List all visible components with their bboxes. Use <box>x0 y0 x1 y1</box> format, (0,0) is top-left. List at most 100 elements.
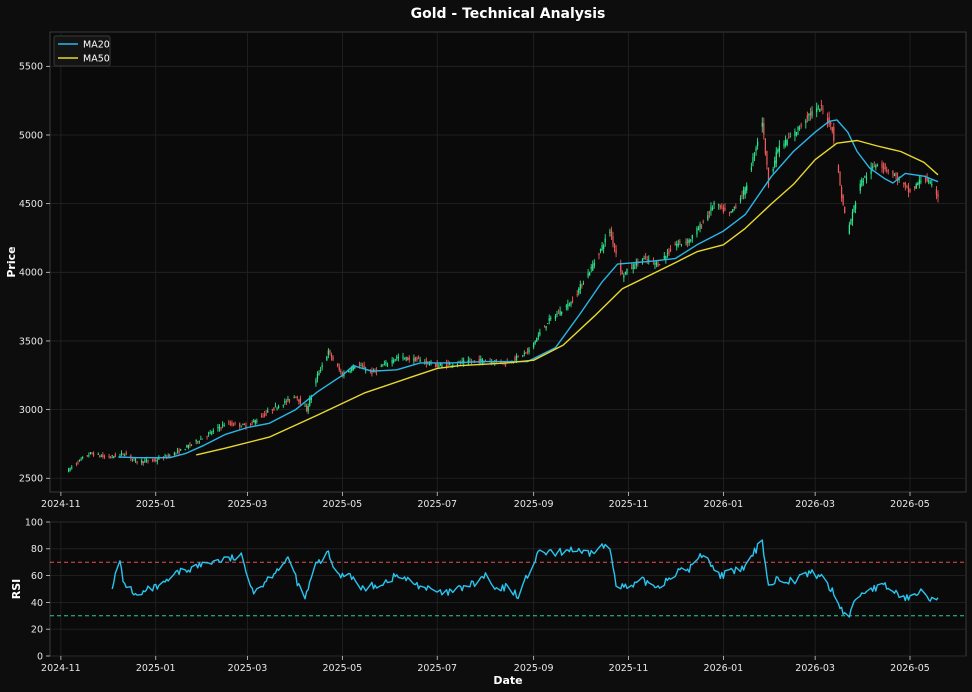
x-tick-label: 2025-07 <box>417 663 457 674</box>
candle-body <box>592 264 594 271</box>
candle-body <box>820 105 822 106</box>
candle-body <box>548 318 550 321</box>
candle-body <box>190 444 193 446</box>
price-panel <box>49 31 967 493</box>
candle-body <box>354 366 356 369</box>
candle-body <box>71 467 73 468</box>
candle-body <box>680 244 683 245</box>
candle-body <box>169 454 171 457</box>
x-tick-label: 2026-01 <box>704 663 744 674</box>
candle-body <box>86 455 88 457</box>
candle-body <box>361 366 364 368</box>
candle-body <box>631 267 633 269</box>
candle-body <box>882 167 885 169</box>
candle-body <box>386 364 389 366</box>
candle-body <box>528 348 530 353</box>
candle-body <box>915 184 917 189</box>
candle-body <box>568 305 571 307</box>
candle-body <box>547 323 549 324</box>
y-tick-label: 3500 <box>19 336 43 347</box>
candle-body <box>340 370 342 373</box>
candle-body <box>293 397 295 398</box>
candle-body <box>211 432 213 434</box>
rsi-x-ticks: 2024-11 2025-01 2025-03 2025-05 2025-07 2025-… <box>41 656 930 674</box>
candle-body <box>88 455 90 457</box>
candle-body <box>811 111 813 117</box>
candle-body <box>134 459 137 461</box>
rsi-reference-lines <box>50 561 966 617</box>
candle-body <box>730 211 732 213</box>
candle-body <box>853 205 855 212</box>
candle-body <box>554 316 557 319</box>
candle-body <box>851 211 854 222</box>
rsi-x-label: Date <box>493 674 522 687</box>
candle-body <box>702 221 704 223</box>
candle-body <box>449 363 451 366</box>
candle-body <box>536 337 538 342</box>
candle-body <box>189 444 191 446</box>
candle-body <box>347 371 350 373</box>
candle-body <box>735 206 737 208</box>
candle-body <box>708 211 711 214</box>
candle-body <box>327 350 329 355</box>
candle-body <box>613 243 616 249</box>
candle-body <box>742 189 745 195</box>
candle-body <box>561 311 563 314</box>
candle-body <box>817 106 819 108</box>
candle-body <box>840 186 843 199</box>
candle-body <box>609 232 611 233</box>
candle-body <box>909 188 911 192</box>
candle-body <box>876 165 878 166</box>
price-ma-lines <box>118 119 939 459</box>
candle-body <box>77 462 79 464</box>
candle-body <box>254 420 256 424</box>
candle-body <box>326 356 328 361</box>
candle-body <box>831 127 833 132</box>
candle-body <box>393 360 395 363</box>
candle-body <box>176 450 179 452</box>
candle-body <box>208 433 210 435</box>
candle-body <box>598 253 600 256</box>
candle-body <box>365 370 367 371</box>
candle-body <box>931 184 933 185</box>
candle-body <box>316 373 319 379</box>
candle-body <box>436 363 438 367</box>
candle-body <box>581 284 583 287</box>
candle-body <box>298 399 300 402</box>
candle-body <box>492 362 494 364</box>
candle-body <box>920 180 922 183</box>
candle-body <box>439 363 441 366</box>
candle-body <box>223 425 225 427</box>
candle-body <box>124 455 126 457</box>
legend-ma20-label: MA20 <box>83 40 110 51</box>
candle-body <box>764 138 767 154</box>
candle-body <box>212 430 214 432</box>
candle-body <box>615 249 617 254</box>
candle-body <box>445 363 448 367</box>
candle-body <box>304 406 306 407</box>
candle-body <box>458 361 460 363</box>
candle-body <box>525 352 527 353</box>
candle-body <box>707 215 709 220</box>
x-tick-label: 2024-11 <box>41 663 81 674</box>
candle-body <box>881 163 883 169</box>
candle-body <box>557 312 560 314</box>
chart-title: Gold - Technical Analysis <box>411 6 606 22</box>
candle-body <box>632 264 634 269</box>
candle-body <box>141 460 143 464</box>
candle-body <box>733 207 735 208</box>
candle-body <box>144 460 146 463</box>
x-tick-label: 2025-11 <box>609 499 649 510</box>
candle-body <box>110 456 112 458</box>
candle-body <box>206 436 208 438</box>
candle-body <box>481 359 483 363</box>
candle-body <box>155 459 157 461</box>
candle-body <box>253 420 255 423</box>
candle-body <box>274 405 277 407</box>
candle-body <box>92 452 95 456</box>
x-tick-label: 2025-01 <box>136 499 176 510</box>
y-tick-label: 0 <box>37 651 43 662</box>
candle-body <box>218 427 221 429</box>
candle-body <box>914 186 916 188</box>
